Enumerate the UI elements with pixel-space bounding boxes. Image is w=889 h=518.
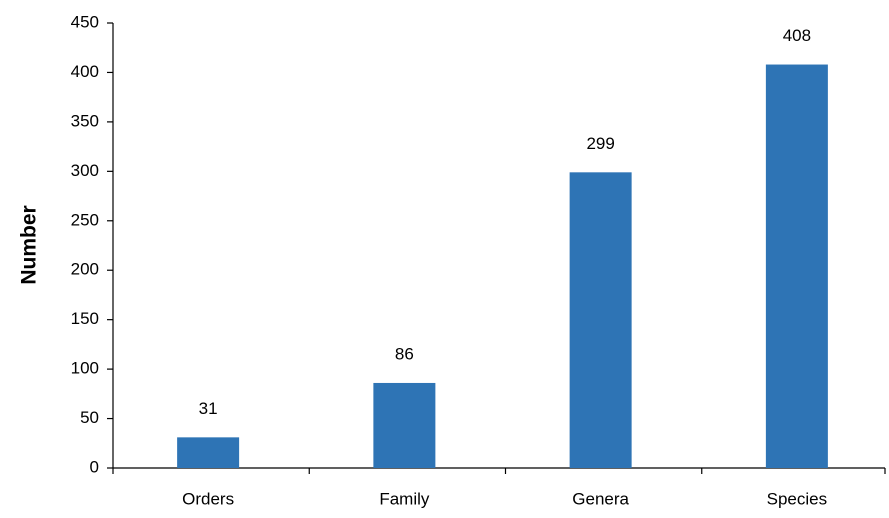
bar: [373, 382, 436, 468]
y-tick-label: 200: [71, 260, 99, 279]
y-tick-label: 0: [90, 457, 99, 476]
y-tick-label: 100: [71, 359, 99, 378]
data-label: 408: [783, 26, 811, 45]
data-label: 86: [395, 344, 414, 363]
y-tick-label: 50: [80, 408, 99, 427]
y-tick-label: 250: [71, 210, 99, 229]
bar: [765, 64, 828, 469]
data-label: 31: [199, 399, 218, 418]
y-tick-label: 150: [71, 309, 99, 328]
bar: [177, 437, 240, 468]
y-tick-label: 300: [71, 161, 99, 180]
y-tick-label: 400: [71, 62, 99, 81]
x-tick-label: Orders: [182, 489, 234, 508]
y-axis-label: Number: [18, 205, 41, 284]
bar: [569, 172, 632, 469]
x-tick-label: Family: [379, 489, 430, 508]
x-tick-label: Genera: [572, 489, 629, 508]
y-tick-label: 350: [71, 111, 99, 130]
data-label: 299: [586, 134, 614, 153]
x-tick-label: Species: [767, 489, 827, 508]
y-tick-label: 450: [71, 12, 99, 31]
